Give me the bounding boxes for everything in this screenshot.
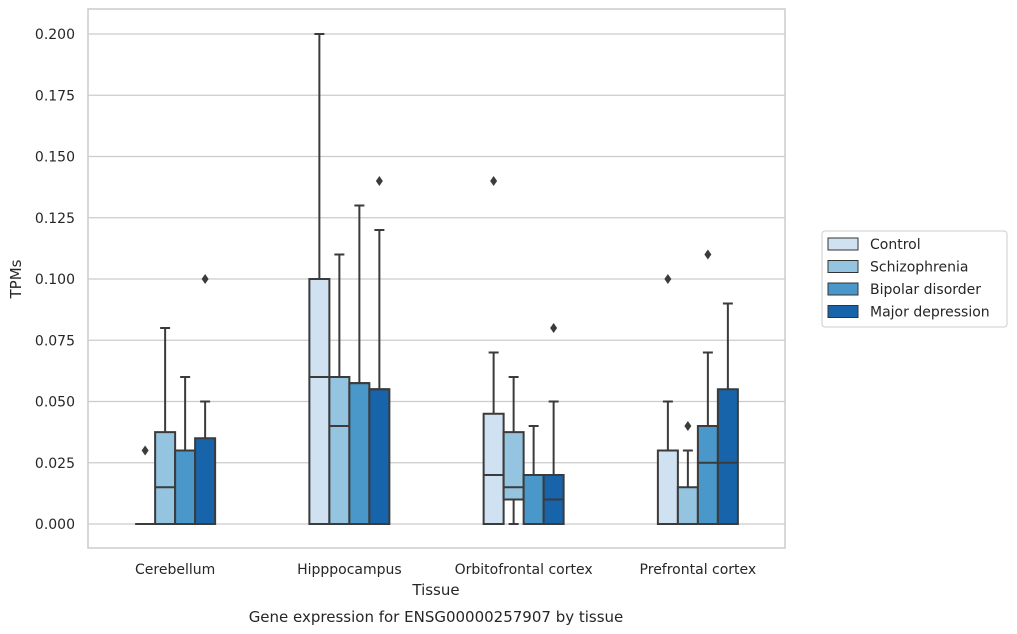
y-tick-label: 0.000: [35, 517, 75, 533]
box-plot-marks: [135, 33, 739, 525]
y-tick-label: 0.150: [35, 150, 75, 166]
legend-label: Schizophrenia: [870, 260, 968, 276]
box-control: [135, 445, 156, 525]
box-body: [482, 412, 505, 525]
y-axis-ticks: 0.000 0.025 0.050 0.075 0.100 0.125 0.150 0.175…: [35, 27, 75, 533]
box-body: [696, 425, 719, 525]
box-body: [174, 449, 197, 525]
outlier-point: [375, 176, 383, 186]
y-axis-label: TPMs: [7, 259, 25, 299]
y-tick-label: 0.175: [35, 88, 75, 104]
box-major-depression: [194, 274, 217, 525]
y-tick-label: 0.200: [35, 27, 75, 43]
box-major-depression: [542, 323, 565, 525]
box-body: [368, 388, 391, 525]
legend-label: Major depression: [870, 305, 990, 321]
box-bipolar-disorder: [174, 376, 197, 525]
legend-swatch: [827, 260, 859, 273]
legend-label: Control: [870, 237, 921, 253]
legend: Control Schizophrenia Bipolar disorder Majo…: [821, 230, 1008, 328]
outlier-point: [550, 323, 558, 333]
x-axis-ticks: Cerebellum Hipppocampus Orbitofrontal cort…: [135, 562, 756, 578]
x-tick-label: Cerebellum: [135, 562, 215, 578]
box-body: [328, 376, 351, 525]
x-tick-label: Hipppocampus: [297, 562, 402, 578]
outlier-point: [201, 274, 209, 284]
outlier-point: [684, 421, 692, 431]
outlier-point: [141, 445, 149, 456]
box-body: [522, 474, 545, 525]
y-tick-label: 0.050: [35, 395, 75, 411]
box-schizophrenia: [502, 376, 525, 525]
x-tick-label: Prefrontal cortex: [640, 562, 757, 578]
box-body: [154, 431, 177, 525]
box-body: [502, 431, 525, 501]
legend-label: Bipolar disorder: [870, 282, 981, 298]
legend-swatch: [827, 305, 859, 318]
y-tick-label: 0.075: [35, 333, 75, 349]
box-major-depression: [716, 302, 739, 525]
figure-caption: Gene expression for ENSG00000257907 by t…: [249, 608, 624, 626]
box-body: [656, 449, 679, 525]
legend-frame: [821, 230, 1008, 328]
x-tick-label: Orbitofrontal cortex: [455, 562, 593, 578]
plot-frame: [87, 8, 786, 549]
y-tick-label: 0.125: [35, 211, 75, 227]
box-body: [676, 486, 699, 525]
box-body: [348, 382, 371, 525]
box-bipolar-disorder: [696, 249, 719, 525]
x-axis-label: Tissue: [411, 581, 459, 599]
box-body: [308, 278, 331, 525]
y-tick-label: 0.025: [35, 456, 75, 472]
box-body: [716, 388, 739, 525]
box-body: [194, 437, 217, 525]
outlier-point: [704, 249, 712, 260]
box-schizophrenia: [328, 253, 351, 525]
outlier-point: [664, 274, 672, 284]
y-tick-label: 0.100: [35, 272, 75, 288]
outlier-point: [490, 176, 498, 186]
legend-swatch: [827, 282, 859, 296]
legend-swatch: [827, 237, 859, 251]
box-major-depression: [368, 176, 391, 525]
